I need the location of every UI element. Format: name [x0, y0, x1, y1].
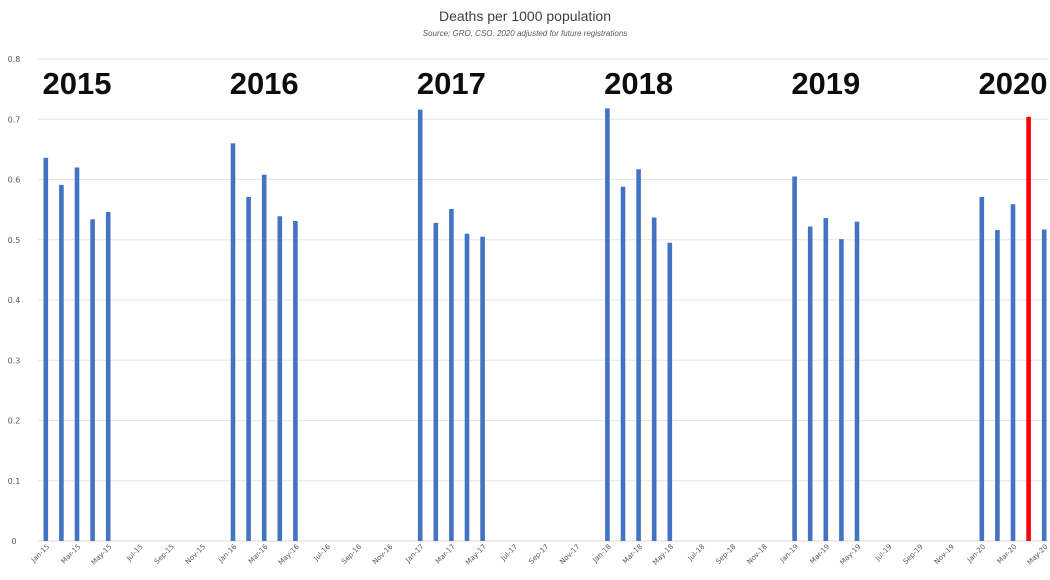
bar — [1010, 204, 1016, 541]
bar — [105, 212, 111, 541]
bar — [807, 226, 813, 541]
x-tick-label: May-18 — [651, 543, 675, 567]
year-label: 2015 — [43, 66, 112, 101]
x-tick-label: Mar-16 — [247, 542, 270, 565]
bar — [995, 230, 1000, 542]
y-tick-label: 0.6 — [8, 176, 21, 185]
bar — [480, 236, 485, 542]
bar — [464, 233, 470, 541]
x-tick-label: Jul-16 — [312, 542, 333, 563]
chart-title: Deaths per 1000 population — [438, 8, 612, 24]
x-tick-label: Jul-19 — [873, 543, 893, 563]
bar — [230, 143, 236, 541]
bar — [1041, 229, 1047, 541]
x-tick-label: May-17 — [464, 543, 488, 567]
x-tick-label: Mar-17 — [434, 543, 457, 566]
year-label: 2020 — [979, 66, 1048, 101]
x-tick-label: Sep-17 — [527, 543, 550, 566]
bar — [261, 174, 267, 541]
x-tick-label: Jan-20 — [965, 543, 987, 565]
x-tick-label: May-19 — [839, 543, 863, 567]
y-tick-label: 0.7 — [8, 115, 21, 124]
bar — [854, 221, 860, 542]
x-tick-label: Sep-15 — [153, 543, 176, 566]
y-tick-label: 0.3 — [8, 356, 21, 365]
bar-highlight — [1026, 116, 1031, 541]
x-tick-label: Jul-17 — [499, 543, 519, 563]
x-tick-label: Jan-16 — [216, 542, 238, 564]
x-tick-label: Jan-17 — [404, 543, 426, 565]
bar — [792, 176, 797, 542]
year-label: 2018 — [604, 66, 673, 101]
x-tick-label: Jul-18 — [686, 543, 706, 563]
y-tick-label: 0.5 — [8, 236, 21, 245]
x-tick-label: Sep-16 — [340, 542, 363, 565]
bar — [43, 157, 49, 541]
bar — [277, 216, 283, 541]
bar — [620, 186, 626, 542]
x-tick-label: Nov-16 — [371, 542, 395, 566]
year-label: 2019 — [791, 66, 860, 101]
x-tick-label: Mar-15 — [60, 543, 83, 566]
year-label: 2016 — [230, 66, 299, 101]
bar — [74, 167, 80, 541]
bar — [433, 222, 439, 541]
x-tick-label: Mar-19 — [808, 543, 831, 566]
bar — [605, 108, 610, 541]
bar — [293, 221, 298, 541]
x-tick-label: Jan-15 — [29, 543, 51, 565]
x-tick-label: Sep-19 — [902, 543, 925, 566]
year-label: 2017 — [417, 66, 486, 101]
x-tick-label: Mar-20 — [996, 543, 1019, 566]
bar — [839, 239, 844, 541]
x-tick-label: May-15 — [90, 543, 114, 567]
x-tick-label: Jul-15 — [124, 543, 144, 563]
bar — [651, 217, 657, 541]
x-tick-label: May-16 — [277, 542, 301, 566]
bar — [823, 218, 829, 541]
y-tick-label: 0 — [11, 537, 16, 546]
x-tick-label: Nov-19 — [933, 543, 956, 566]
y-tick-label: 0.8 — [8, 55, 21, 64]
x-tick-label: Nov-18 — [746, 543, 769, 566]
y-tick-label: 0.1 — [8, 477, 21, 486]
x-tick-label: Jan-18 — [591, 543, 613, 565]
x-tick-label: May-20 — [1026, 543, 1050, 567]
x-tick-label: Mar-18 — [621, 543, 644, 566]
x-tick-label: Nov-17 — [558, 543, 581, 566]
bar — [979, 196, 985, 541]
bar — [59, 184, 64, 542]
bar — [246, 196, 251, 541]
bar — [636, 169, 641, 541]
bar — [449, 209, 454, 541]
bar — [667, 242, 673, 541]
y-tick-label: 0.4 — [8, 296, 21, 305]
x-tick-label: Nov-15 — [184, 543, 207, 566]
bar — [417, 109, 423, 542]
x-tick-label: Sep-18 — [715, 543, 738, 566]
bar — [90, 219, 95, 541]
x-tick-label: Jan-19 — [778, 543, 800, 565]
chart-subtitle: Source; GRO, CSO. 2020 adjusted for futu… — [422, 29, 628, 38]
y-tick-label: 0.2 — [8, 417, 21, 426]
